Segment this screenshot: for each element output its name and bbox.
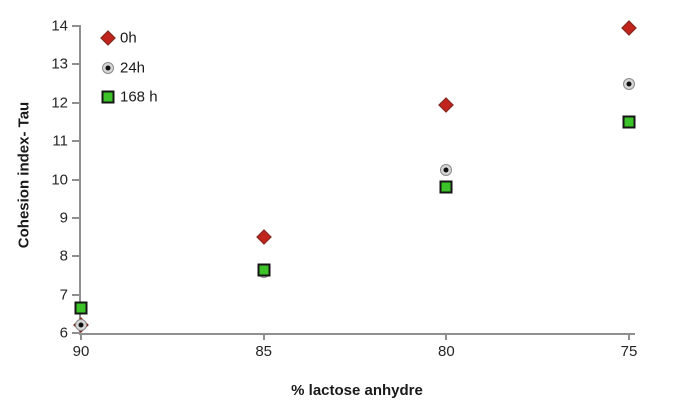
point-24h-x80 <box>440 163 453 176</box>
point-24h-x90 <box>75 319 87 332</box>
legend-label-0h: 0h <box>120 29 137 47</box>
24h-circle-icon <box>623 77 635 90</box>
point-0h-x85 <box>255 229 272 245</box>
y-tick <box>72 140 81 143</box>
24h-circle-icon <box>75 319 87 332</box>
legend-label-168h: 168 h <box>120 88 158 106</box>
point-168h-x80 <box>439 180 453 194</box>
24h-dot <box>626 81 632 87</box>
y-tick <box>72 293 81 296</box>
x-tick <box>262 334 265 340</box>
24h-dot <box>105 65 111 71</box>
y-tick-label: 8 <box>59 247 68 265</box>
y-axis-title: Cohesion index- Tau <box>15 101 33 249</box>
y-tick <box>72 255 81 258</box>
168h-square-icon <box>101 90 115 104</box>
0h-diamond-icon <box>621 20 637 36</box>
24h-circle-icon <box>102 62 114 74</box>
y-tick-label: 12 <box>51 94 68 112</box>
x-tick <box>80 334 82 340</box>
168h-square-icon <box>439 180 453 194</box>
y-tick-label: 13 <box>51 55 68 73</box>
y-tick-label: 14 <box>51 17 68 35</box>
y-tick-label: 7 <box>59 286 68 304</box>
point-168h-x85 <box>257 263 271 277</box>
point-168h-x75 <box>622 115 636 129</box>
0h-diamond-icon <box>255 229 272 245</box>
y-tick <box>72 25 81 27</box>
24h-dot <box>78 322 84 328</box>
x-tick-label: 90 <box>72 343 90 360</box>
y-tick <box>72 63 81 66</box>
legend-label-24h: 24h <box>120 59 146 77</box>
x-tick-label: 85 <box>255 343 272 360</box>
x-tick <box>445 334 448 340</box>
y-tick <box>72 332 81 334</box>
x-tick-label: 75 <box>620 343 638 360</box>
point-0h-x80 <box>438 96 455 113</box>
168h-square-icon <box>622 115 636 129</box>
point-0h-x75 <box>621 20 637 36</box>
168h-square-icon <box>257 263 271 277</box>
y-tick <box>72 216 81 219</box>
point-24h-x75 <box>623 77 635 90</box>
x-tick-label: 80 <box>437 343 455 360</box>
y-tick <box>72 178 81 181</box>
legend-marker-24h <box>102 62 114 74</box>
x-axis-title: % lactose anhydre <box>291 382 423 399</box>
168h-square-icon <box>74 301 88 315</box>
y-tick <box>72 101 81 104</box>
x-axis-line <box>79 333 635 335</box>
y-axis-line <box>79 26 81 335</box>
y-tick-label: 11 <box>52 132 68 150</box>
legend-marker-168h <box>101 90 115 104</box>
0h-diamond-icon <box>438 96 455 113</box>
legend-marker-0h <box>100 30 116 46</box>
x-tick <box>628 334 630 340</box>
0h-diamond-icon <box>100 30 116 46</box>
24h-circle-icon <box>440 163 453 176</box>
point-168h-x90 <box>74 301 88 315</box>
y-tick-label: 6 <box>59 324 68 342</box>
y-tick-label: 10 <box>51 171 68 188</box>
y-tick-label: 9 <box>59 209 68 227</box>
24h-dot <box>443 167 449 173</box>
